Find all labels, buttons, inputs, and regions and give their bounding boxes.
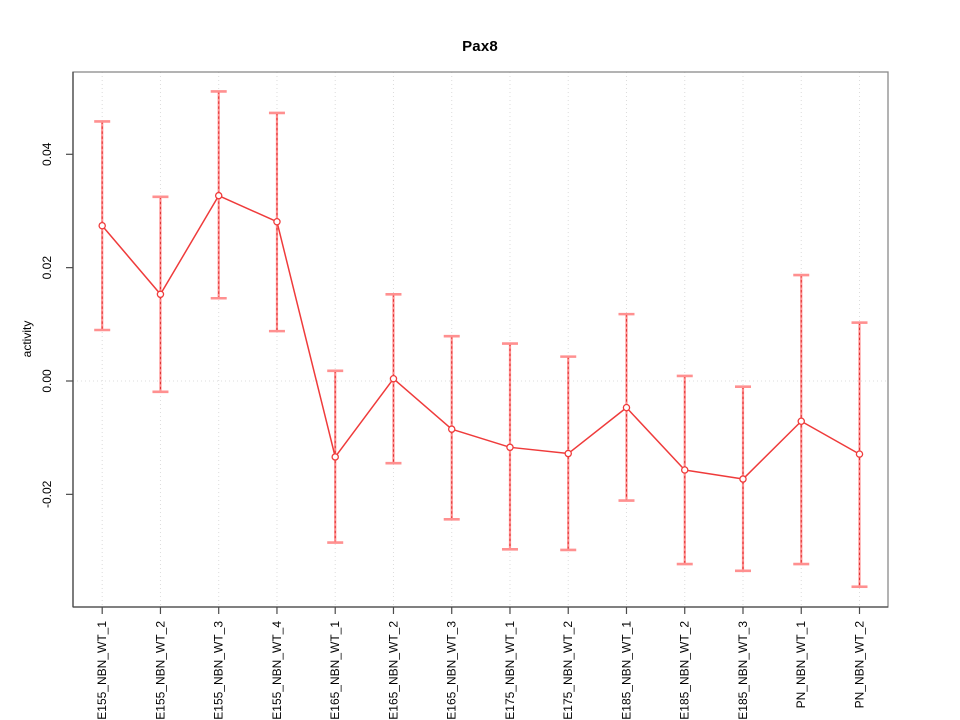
y-tick-label: 0.04 xyxy=(40,142,54,166)
x-tick-label: E185_NBN_WT_1 xyxy=(619,621,633,720)
x-tick-label: E155_NBN_WT_2 xyxy=(153,621,167,720)
data-point-marker xyxy=(331,453,339,461)
data-point-marker xyxy=(622,403,631,412)
data-point-marker xyxy=(98,221,106,230)
chart-title: Pax8 xyxy=(462,38,498,55)
x-tick-label: E155_NBN_WT_1 xyxy=(95,621,109,720)
x-tick-label: E185_NBN_WT_3 xyxy=(736,621,750,720)
y-tick-label: -0.02 xyxy=(40,480,54,508)
data-point-marker xyxy=(564,449,572,458)
series-line xyxy=(101,194,860,480)
data-point-marker xyxy=(447,425,456,433)
data-point-marker xyxy=(797,417,805,425)
x-tick-label: PN_NBN_WT_2 xyxy=(853,621,867,709)
x-tick-label: E165_NBN_WT_3 xyxy=(445,621,459,720)
x-tick-label: E155_NBN_WT_4 xyxy=(270,621,284,720)
data-point-marker xyxy=(739,475,747,483)
y-tick-label: 0.02 xyxy=(40,256,54,280)
data-point-marker xyxy=(156,290,165,299)
x-tick-label: E165_NBN_WT_2 xyxy=(386,621,400,720)
x-tick-label: PN_NBN_WT_1 xyxy=(794,621,808,709)
data-point-marker xyxy=(506,443,514,452)
plot-border xyxy=(72,71,889,608)
data-point-marker xyxy=(214,191,223,200)
x-tick-label: E185_NBN_WT_2 xyxy=(678,621,692,720)
data-point-marker xyxy=(855,450,864,458)
y-tick-label: 0.00 xyxy=(40,369,54,393)
x-tick-label: E155_NBN_WT_3 xyxy=(212,621,226,720)
data-point-marker xyxy=(680,466,689,474)
data-point-marker xyxy=(389,374,398,383)
x-tick-label: E175_NBN_WT_2 xyxy=(561,621,575,720)
x-tick-label: E165_NBN_WT_1 xyxy=(328,621,342,720)
x-tick-label: E175_NBN_WT_1 xyxy=(503,621,517,720)
data-point-marker xyxy=(273,217,281,226)
